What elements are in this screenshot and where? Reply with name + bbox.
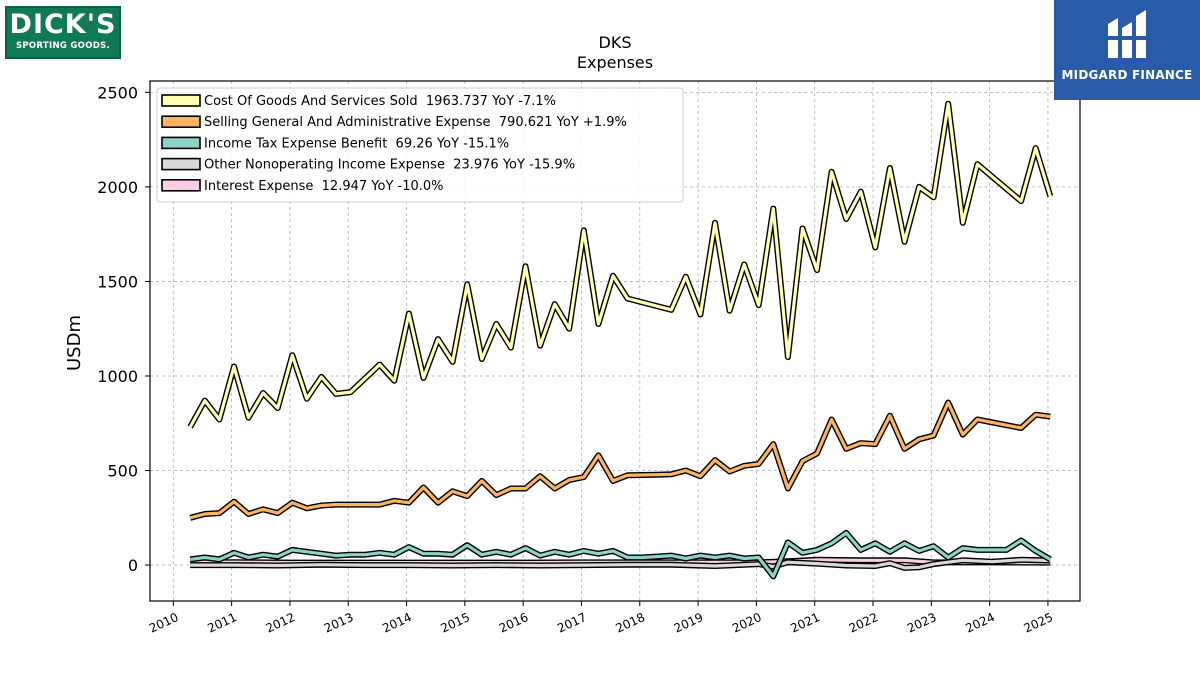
y-tick-label: 2000	[97, 178, 138, 197]
x-tick-label: 2018	[613, 610, 647, 636]
x-tick-label: 2024	[963, 610, 997, 636]
other-nonoperating-income-expense-line	[190, 558, 1051, 570]
logo-wordmark: DICK'S	[9, 9, 117, 40]
y-tick-label: 1000	[97, 367, 138, 386]
x-tick-label: 2011	[205, 610, 239, 636]
x-tick-label: 2022	[847, 610, 881, 636]
legend-swatch	[161, 157, 201, 171]
y-tick-label: 500	[107, 462, 138, 481]
legend-item: Cost Of Goods And Services Sold 1963.737…	[161, 94, 556, 109]
legend-swatch	[161, 94, 201, 107]
y-tick-label: 2500	[97, 83, 138, 102]
y-axis-label: USDm	[64, 315, 85, 371]
cost-of-goods-and-services-sold-line	[188, 102, 1052, 428]
y-tick-label: 1500	[97, 272, 138, 291]
x-tick-label: 2010	[147, 610, 181, 636]
legend-label: Income Tax Expense Benefit 69.26 YoY -15…	[204, 136, 509, 151]
chart-subtitle: Expenses	[577, 53, 653, 72]
x-tick-label: 2013	[322, 610, 356, 636]
chart-title: DKS	[599, 33, 632, 52]
income-tax-expense-benefit-line	[189, 531, 1052, 579]
legend-swatch	[161, 115, 201, 128]
dicks-sporting-goods-logo: DICK'S SPORTING GOODS.	[5, 6, 121, 59]
legend: Cost Of Goods And Services Sold 1963.737…	[156, 87, 684, 203]
legend-label: Other Nonoperating Income Expense 23.976…	[204, 158, 575, 173]
x-tick-label: 2020	[730, 610, 764, 636]
x-tick-label: 2023	[905, 610, 939, 636]
legend-box	[156, 87, 684, 203]
midgard-name: MIDGARD FINANCE	[1061, 68, 1193, 82]
x-tick-label: 2025	[1022, 610, 1056, 636]
x-tick-label: 2016	[497, 610, 531, 636]
series-lines	[187, 100, 1054, 580]
legend-swatch	[161, 179, 201, 192]
y-tick-label: 0	[128, 556, 138, 575]
x-tick-label: 2014	[380, 610, 414, 636]
legend-item: Income Tax Expense Benefit 69.26 YoY -15…	[161, 136, 509, 151]
legend-item: Interest Expense 12.947 YoY -10.0%	[161, 179, 444, 194]
legend-label: Cost Of Goods And Services Sold 1963.737…	[204, 94, 556, 109]
selling-general-and-administrative-expense-line-outline	[189, 399, 1051, 521]
legend-item: Other Nonoperating Income Expense 23.976…	[161, 157, 575, 173]
selling-general-and-administrative-expense-line	[189, 400, 1051, 520]
logo-tagline: SPORTING GOODS.	[15, 41, 111, 51]
x-tick-label: 2017	[555, 610, 589, 636]
midgard-mark-icon	[1104, 10, 1150, 58]
x-tick-label: 2019	[672, 610, 706, 636]
legend-swatch	[161, 136, 201, 150]
legend-item: Selling General And Administrative Expen…	[161, 115, 627, 130]
plot-frame	[149, 80, 1081, 602]
x-tick-label: 2021	[788, 610, 822, 636]
legend-label: Interest Expense 12.947 YoY -10.0%	[204, 179, 444, 194]
midgard-finance-logo: MIDGARD FINANCE	[1054, 0, 1200, 100]
legend-label: Selling General And Administrative Expen…	[204, 115, 627, 130]
x-tick-label: 2012	[264, 610, 298, 636]
x-tick-label: 2015	[439, 610, 473, 636]
